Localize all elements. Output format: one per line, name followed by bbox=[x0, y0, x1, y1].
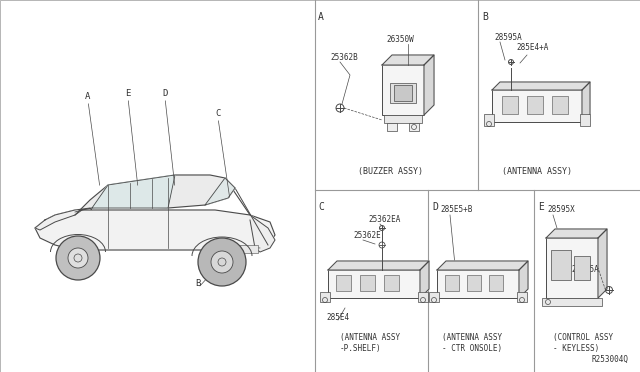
Polygon shape bbox=[519, 261, 528, 298]
Bar bbox=[238, 245, 258, 253]
Polygon shape bbox=[35, 208, 92, 230]
Bar bbox=[445, 275, 459, 291]
Text: 25362E: 25362E bbox=[353, 231, 381, 240]
Circle shape bbox=[211, 251, 233, 273]
Text: 285E4: 285E4 bbox=[326, 313, 349, 322]
Text: D: D bbox=[432, 202, 438, 212]
Text: D: D bbox=[163, 89, 168, 97]
Bar bbox=[384, 275, 399, 291]
Bar bbox=[502, 96, 518, 114]
Text: 285E4+A: 285E4+A bbox=[516, 43, 548, 52]
Polygon shape bbox=[35, 210, 275, 250]
Circle shape bbox=[56, 236, 100, 280]
Text: (CONTROL ASSY: (CONTROL ASSY bbox=[553, 333, 613, 342]
Text: C: C bbox=[215, 109, 221, 118]
Polygon shape bbox=[492, 82, 590, 90]
Polygon shape bbox=[205, 178, 235, 205]
Bar bbox=[387, 123, 397, 131]
Text: A: A bbox=[85, 92, 91, 100]
Bar bbox=[580, 114, 590, 126]
Text: -P.SHELF): -P.SHELF) bbox=[340, 344, 381, 353]
Bar bbox=[384, 115, 422, 123]
Text: 26350W: 26350W bbox=[386, 35, 413, 44]
Polygon shape bbox=[582, 82, 590, 122]
Text: 28595A: 28595A bbox=[494, 33, 522, 42]
Polygon shape bbox=[92, 175, 175, 208]
Circle shape bbox=[68, 248, 88, 268]
Polygon shape bbox=[437, 261, 528, 270]
Polygon shape bbox=[80, 175, 235, 210]
Text: (ANTENNA ASSY: (ANTENNA ASSY bbox=[340, 333, 400, 342]
Bar bbox=[390, 83, 416, 103]
Text: 25362B: 25362B bbox=[330, 53, 358, 62]
Text: 28595A: 28595A bbox=[571, 265, 599, 274]
Text: 25362EA: 25362EA bbox=[368, 215, 401, 224]
Polygon shape bbox=[546, 229, 607, 238]
Polygon shape bbox=[420, 261, 429, 298]
Bar bbox=[492, 90, 582, 122]
Text: 285E5+B: 285E5+B bbox=[440, 205, 472, 214]
Text: C: C bbox=[318, 202, 324, 212]
Polygon shape bbox=[328, 261, 429, 270]
Bar bbox=[467, 275, 481, 291]
Text: A: A bbox=[318, 12, 324, 22]
Text: B: B bbox=[482, 12, 488, 22]
Text: E: E bbox=[538, 202, 544, 212]
Bar bbox=[320, 292, 330, 302]
Bar bbox=[418, 292, 428, 302]
Bar bbox=[336, 275, 351, 291]
Bar bbox=[552, 96, 568, 114]
Bar bbox=[546, 238, 598, 298]
Bar bbox=[394, 85, 412, 101]
Bar bbox=[382, 65, 424, 115]
Text: B: B bbox=[195, 279, 201, 288]
Bar bbox=[360, 275, 375, 291]
Polygon shape bbox=[598, 229, 607, 298]
Bar bbox=[517, 292, 527, 302]
Bar bbox=[527, 96, 543, 114]
Bar bbox=[437, 270, 519, 298]
Bar bbox=[328, 270, 420, 298]
Circle shape bbox=[198, 238, 246, 286]
Text: - KEYLESS): - KEYLESS) bbox=[553, 344, 599, 353]
Bar bbox=[489, 275, 503, 291]
Polygon shape bbox=[250, 215, 275, 252]
Bar bbox=[429, 292, 439, 302]
Bar bbox=[574, 256, 590, 280]
Bar bbox=[484, 114, 494, 126]
Text: (ANTENNA ASSY: (ANTENNA ASSY bbox=[442, 333, 502, 342]
Text: 28595X: 28595X bbox=[547, 205, 575, 214]
Polygon shape bbox=[424, 55, 434, 115]
Text: - CTR ONSOLE): - CTR ONSOLE) bbox=[442, 344, 502, 353]
Bar bbox=[551, 250, 571, 280]
Text: (BUZZER ASSY): (BUZZER ASSY) bbox=[358, 167, 422, 176]
Bar bbox=[542, 298, 602, 306]
Text: (ANTENNA ASSY): (ANTENNA ASSY) bbox=[502, 167, 572, 176]
Polygon shape bbox=[382, 55, 434, 65]
Bar bbox=[409, 123, 419, 131]
Text: R253004Q: R253004Q bbox=[591, 355, 628, 364]
Text: E: E bbox=[125, 89, 131, 97]
